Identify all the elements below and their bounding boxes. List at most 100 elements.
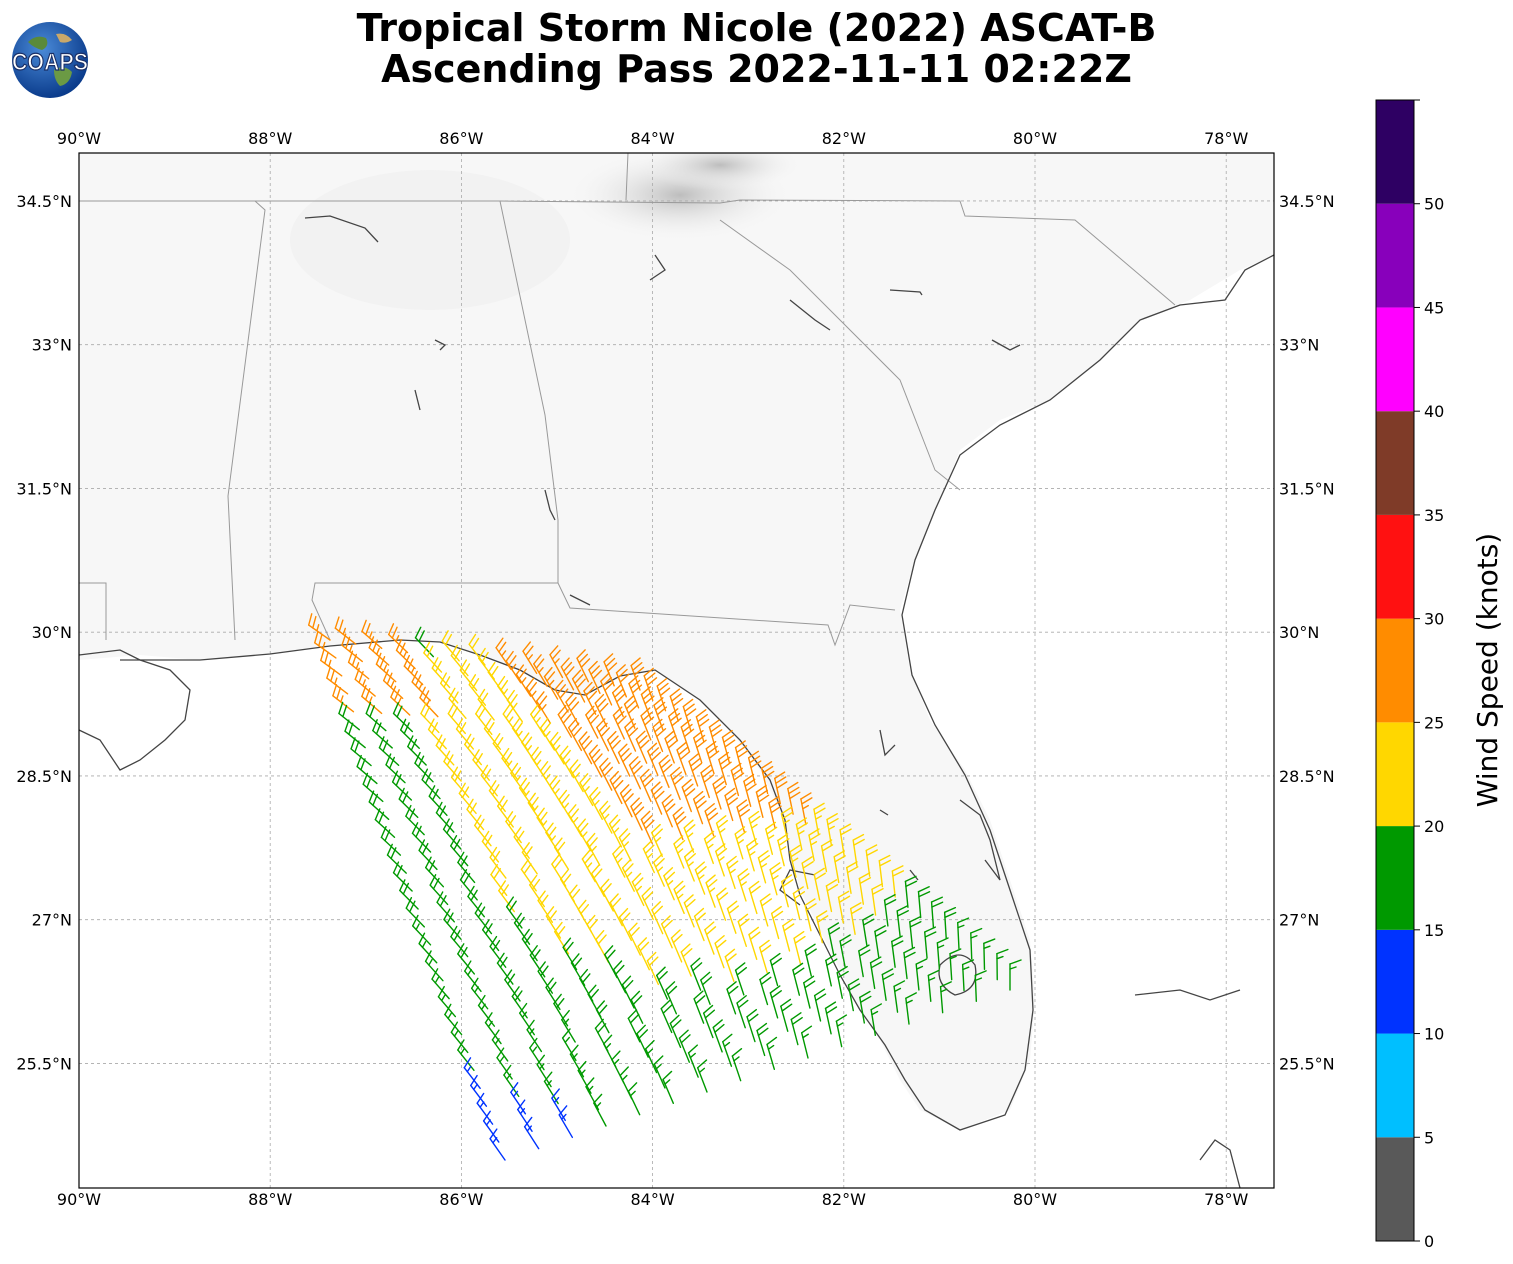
wind-barb	[724, 948, 737, 982]
wind-barb	[611, 683, 626, 718]
wind-barb	[668, 708, 682, 742]
wind-barb	[730, 762, 745, 797]
wind-barb	[577, 818, 592, 852]
wind-barb	[758, 939, 772, 974]
wind-barb	[790, 1012, 803, 1046]
wind-barb	[560, 657, 575, 691]
wind-barb	[721, 729, 736, 764]
wind-barb	[693, 907, 706, 942]
wind-barb	[608, 814, 623, 848]
wind-barb	[737, 913, 750, 947]
lat-tick-label: 25.5°N	[16, 1054, 72, 1073]
wind-barb	[561, 1028, 577, 1062]
wind-barb	[687, 1044, 699, 1078]
wind-barb	[664, 730, 679, 764]
wind-barb	[637, 937, 651, 971]
wind-barb	[457, 851, 476, 884]
wind-barb	[961, 959, 975, 992]
wind-barb	[678, 1029, 691, 1063]
wind-barb	[774, 771, 788, 805]
wind-barb	[543, 666, 559, 700]
lon-tick-label: 82°W	[822, 129, 866, 148]
lon-tick-label: 84°W	[631, 1190, 675, 1209]
wind-barb	[827, 922, 841, 956]
wind-barb	[870, 1003, 883, 1037]
wind-barb	[837, 890, 851, 924]
wind-barb	[700, 971, 713, 1006]
lon-tick-label: 78°W	[1204, 1190, 1248, 1209]
wind-barb	[414, 626, 435, 658]
wind-barb	[549, 731, 565, 765]
wind-barb	[692, 790, 707, 825]
wind-barbs	[308, 613, 1022, 1161]
wind-barb	[627, 1082, 641, 1116]
wind-barb	[627, 1009, 641, 1043]
wind-barb	[650, 781, 665, 815]
wind-barb	[439, 672, 459, 704]
lat-ticks-left: 34.5°N 33°N 31.5°N 30°N 28.5°N 27°N 25.5°N	[16, 192, 72, 1073]
wind-barb	[450, 766, 470, 798]
wind-barb	[308, 613, 331, 641]
wind-barb	[658, 754, 673, 789]
wind-barb	[533, 654, 548, 687]
lon-ticks-top: 90°W 88°W 86°W 84°W 82°W 80°W 78°W	[57, 129, 1249, 148]
wind-barb	[803, 975, 816, 1009]
coastlines	[79, 215, 1274, 1188]
wind-barb	[332, 683, 355, 713]
wind-barb	[891, 935, 904, 968]
wind-barb	[612, 960, 627, 994]
wind-barb	[724, 787, 739, 822]
colorbar-bin	[1376, 722, 1414, 827]
colorbar-tick-label: 20	[1424, 817, 1444, 836]
lat-tick-label: 31.5°N	[16, 479, 72, 498]
wind-barb	[766, 1036, 778, 1071]
wind-barb	[567, 804, 583, 837]
wind-barb	[326, 666, 349, 695]
wind-barb	[651, 901, 664, 935]
wind-barb	[630, 797, 645, 831]
wind-barb	[457, 943, 476, 975]
wind-barb	[593, 1093, 607, 1127]
wind-barb	[385, 753, 406, 784]
colorbar-tick-label: 45	[1424, 298, 1444, 317]
wind-barb	[392, 702, 414, 733]
wind-barb	[759, 971, 772, 1006]
lon-tick-label: 90°W	[57, 129, 101, 148]
colorbar-bin	[1376, 1137, 1414, 1241]
wind-barb	[418, 839, 438, 871]
lat-tick-label: 33°N	[1279, 336, 1319, 355]
wind-barb	[405, 896, 426, 928]
lat-tick-label: 34.5°N	[1279, 192, 1335, 211]
wind-barb	[418, 932, 438, 964]
wind-barb	[424, 950, 444, 982]
wind-barb	[903, 946, 916, 980]
wind-barb	[621, 975, 635, 1009]
wind-barb	[577, 1060, 592, 1094]
lon-tick-label: 90°W	[57, 1190, 101, 1209]
wind-barb	[594, 693, 609, 728]
wind-barb	[793, 931, 806, 965]
wind-barb	[474, 814, 492, 847]
wind-barb	[489, 846, 507, 879]
wind-barb	[849, 902, 863, 935]
wind-barb	[466, 798, 485, 831]
wind-barb	[996, 948, 1009, 981]
wind-barb	[596, 718, 611, 752]
colorbar-label: Wind Speed (knots)	[1471, 533, 1504, 807]
lon-ticks-bottom: 90°W 88°W 86°W 84°W 82°W 80°W 78°W	[57, 1190, 1249, 1209]
wind-barb	[896, 905, 909, 938]
wind-barb	[653, 697, 668, 731]
wind-barb	[813, 988, 827, 1022]
wind-barb	[734, 826, 747, 860]
wind-barb	[477, 688, 495, 721]
wind-barb	[858, 944, 871, 978]
wind-barb	[623, 695, 638, 729]
wind-barb	[835, 1014, 848, 1048]
wind-barb	[361, 684, 383, 715]
wind-barb	[420, 702, 440, 734]
wind-barb	[704, 803, 719, 837]
colorbar-tick-label: 40	[1424, 402, 1444, 421]
wind-barb	[808, 828, 821, 862]
wind-barb	[824, 1001, 838, 1035]
wind-barb	[558, 1105, 574, 1139]
